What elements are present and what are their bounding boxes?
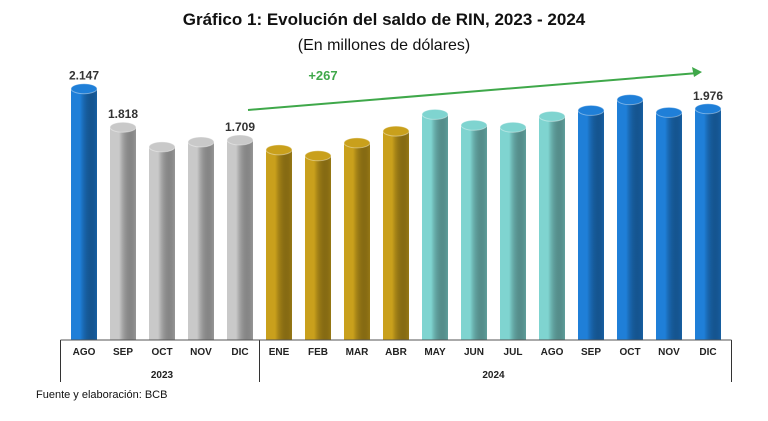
bar-cap [109, 121, 137, 133]
bar-shading [461, 125, 487, 340]
bar-shading [110, 127, 136, 340]
bar-shading [71, 88, 97, 341]
x-tick-label: SEP [581, 347, 601, 358]
bar-cap [499, 121, 527, 133]
data-label: 2.147 [69, 69, 99, 83]
bar-shading [188, 141, 214, 340]
bar-shading [695, 108, 721, 340]
bar-shading [149, 146, 175, 340]
x-tick-label: OCT [619, 347, 640, 358]
x-tick-label: OCT [151, 347, 172, 358]
bar-cap [70, 83, 98, 95]
bar-cap [694, 103, 722, 115]
bar-cap [382, 125, 410, 137]
trend-arrow [247, 72, 699, 111]
x-tick-label: NOV [658, 347, 680, 358]
bar-shading [344, 142, 370, 340]
x-tick-label: DIC [231, 347, 248, 358]
year-label: 2023 [151, 370, 174, 381]
bar-cap [577, 104, 605, 116]
bar-cap [421, 108, 449, 120]
x-tick-label: DIC [699, 347, 716, 358]
x-tick-label: MAR [346, 347, 370, 358]
bar-shading [578, 110, 604, 340]
x-tick-label: NOV [190, 347, 212, 358]
x-tick-label: ENE [269, 347, 290, 358]
chart-title: Gráfico 1: Evolución del saldo de RIN, 2… [182, 10, 586, 29]
x-tick-label: AGO [541, 347, 564, 358]
year-label: 2024 [482, 370, 505, 381]
bar-cap [616, 94, 644, 106]
x-tick-label: FEB [308, 347, 328, 358]
bar-cap [187, 136, 215, 148]
chart-subtitle: (En millones de dólares) [297, 37, 471, 54]
x-tick-label: MAY [424, 347, 446, 358]
bar-cap [304, 150, 332, 162]
bar-shading [500, 127, 526, 340]
x-tick-label: AGO [73, 347, 96, 358]
bar-cap [538, 110, 566, 122]
bar-shading [617, 99, 643, 340]
x-tick-label: SEP [113, 347, 133, 358]
data-label: 1.709 [225, 120, 255, 134]
bar-shading [305, 155, 331, 340]
bar-cap [226, 134, 254, 146]
bar-cap [460, 119, 488, 131]
bar-cap [343, 137, 371, 149]
bar-shading [422, 114, 448, 341]
x-tick-label: JUL [504, 347, 523, 358]
bar-cap [655, 106, 683, 118]
data-label: 1.818 [108, 107, 138, 121]
bar-shading [656, 112, 682, 341]
bar-shading [227, 140, 253, 340]
annotation-label: +267 [308, 68, 337, 83]
x-tick-label: ABR [385, 347, 407, 358]
arrow-head [692, 67, 702, 77]
bar-shading [539, 116, 565, 340]
bar-shading [266, 149, 292, 340]
source-note: Fuente y elaboración: BCB [36, 389, 168, 401]
bar-cap [265, 144, 293, 156]
x-tick-label: JUN [464, 347, 484, 358]
bar-cap [148, 141, 176, 153]
data-label: 1.976 [693, 89, 723, 103]
bar-shading [383, 131, 409, 340]
